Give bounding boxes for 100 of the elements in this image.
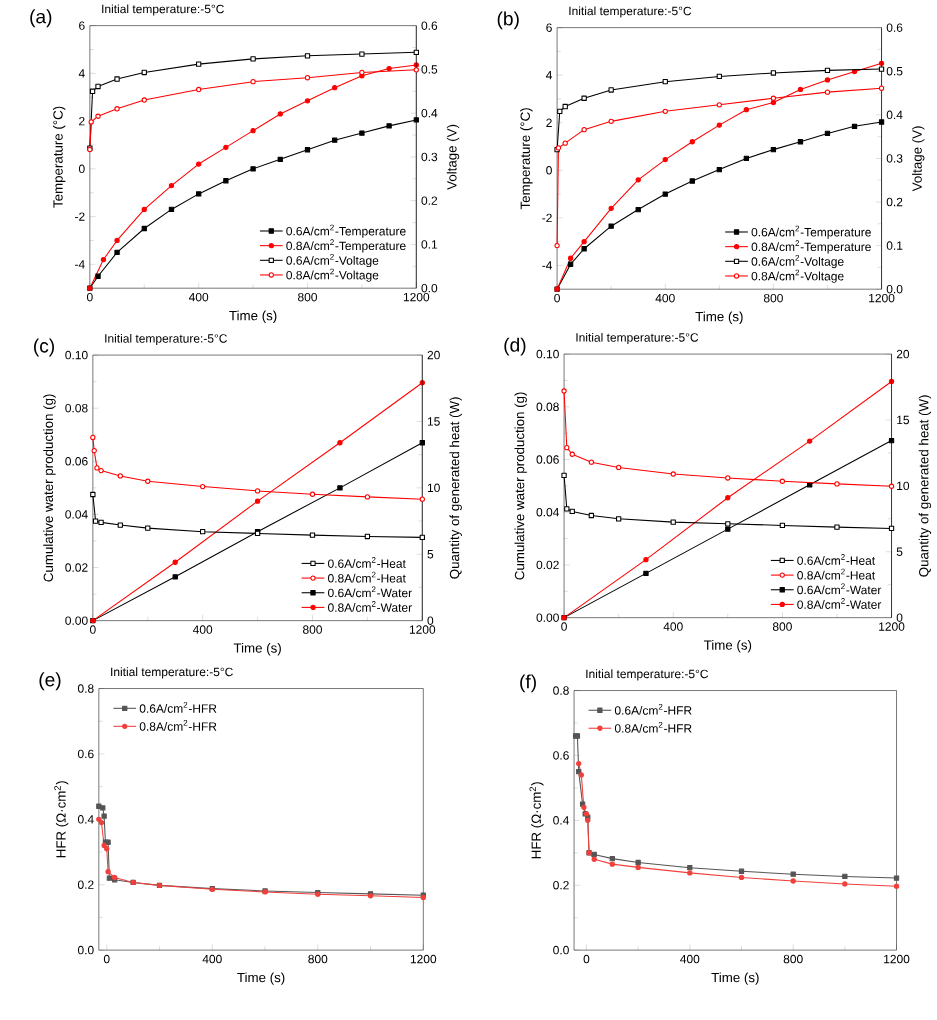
x-axis-title: Time (s) xyxy=(233,642,281,656)
x-tick-label: 400 xyxy=(192,625,212,634)
y-tick-label: 0.4 xyxy=(77,815,94,824)
x-tick-label: 800 xyxy=(297,292,317,302)
x-tick-label: 0 xyxy=(103,954,110,964)
y-tick-label: 0.02 xyxy=(536,560,559,570)
y-tick-label: 0.08 xyxy=(65,403,88,413)
text: (e) xyxy=(39,672,61,691)
chart-title: Initial temperature:-5°C xyxy=(101,4,224,16)
legend-label: 0.6A/cm$^{2}$-Voltage xyxy=(751,254,844,269)
y2-tick-label: 0.2 xyxy=(421,196,437,205)
y-tick-label: 0 xyxy=(78,164,85,174)
x-axis-title: Time (s) xyxy=(711,972,759,985)
x-tick-label: 400 xyxy=(202,954,222,964)
y-tick-label: 0.2 xyxy=(77,880,94,889)
y2-tick-label: 5 xyxy=(896,547,903,556)
y-tick-label: 0.10 xyxy=(65,350,88,360)
x-tick-label: 400 xyxy=(679,954,700,964)
y-tick-label: 0.6 xyxy=(552,751,569,760)
y2-axis-title: Quantity of generated heat (W) xyxy=(449,397,462,579)
legend-label: 0.8A/cm$^{2}$-Heat xyxy=(797,568,875,580)
y2-tick-label: 0.6 xyxy=(886,23,903,32)
y-tick-label: 6 xyxy=(546,23,552,32)
y-tick-label: 4 xyxy=(78,69,85,78)
legend-label: 0.6A/cm$^{2}$-Water xyxy=(327,586,412,598)
x-tick-label: 1200 xyxy=(410,954,436,964)
x-tick-label: 1200 xyxy=(878,622,905,631)
chart-title: Initial temperature:-5°C xyxy=(569,6,691,18)
legend-label: 0.8A/cm$^{2}$-Water xyxy=(327,601,412,612)
y-tick-label: 0.08 xyxy=(536,402,559,412)
y2-tick-label: 0.4 xyxy=(886,110,903,120)
x-tick-label: 800 xyxy=(763,293,783,303)
legend-label: 0.6A/cm$^{2}$-Heat xyxy=(327,557,406,568)
y2-tick-label: 0.1 xyxy=(886,241,903,250)
y2-tick-label: 0.5 xyxy=(886,66,903,76)
x-tick-label: 400 xyxy=(663,622,683,631)
y-tick-label: -4 xyxy=(74,260,85,269)
y2-axis-title: Voltage (V) xyxy=(911,126,925,192)
y2-tick-label: 0.1 xyxy=(421,240,437,249)
x-tick-label: 800 xyxy=(302,625,322,634)
text: (b) xyxy=(497,11,519,30)
y2-tick-label: 0.4 xyxy=(421,108,438,118)
x-tick-label: 1200 xyxy=(883,954,910,964)
y-tick-label: 0.8 xyxy=(552,686,569,695)
chart-title: Initial temperature:-5°C xyxy=(586,669,708,681)
y-tick-label: 0.0 xyxy=(77,945,94,955)
y-tick-label: 0.8 xyxy=(77,684,94,693)
y2-tick-label: 10 xyxy=(427,483,440,493)
y-tick-label: 0.06 xyxy=(536,455,559,464)
y2-tick-label: 0.3 xyxy=(421,152,437,162)
legend-label: 0.8A/cm$^{2}$-HFR xyxy=(139,719,217,731)
chart-title: Initial temperature:-5°C xyxy=(110,667,233,679)
y-tick-label: 0 xyxy=(545,166,552,175)
y-axis-title: Temperature (°C) xyxy=(52,106,66,208)
y2-tick-label: 0.6 xyxy=(421,21,437,30)
y2-tick-label: 20 xyxy=(896,349,909,359)
y2-tick-label: 15 xyxy=(896,415,909,425)
legend-label: 0.8A/cm$^{2}$-Temperature xyxy=(286,239,406,253)
legend-label: 0.6A/cm$^{2}$-Heat xyxy=(797,554,875,565)
text: (f) xyxy=(519,674,536,693)
legend-label: 0.6A/cm$^{2}$-Water xyxy=(797,583,881,595)
y2-axis-title: Quantity of generated heat (W) xyxy=(918,395,931,577)
y-tick-label: 0.02 xyxy=(65,563,88,572)
y-axis-title: Temperature (°C) xyxy=(519,108,533,210)
y-tick-label: 0.4 xyxy=(552,816,569,825)
y-tick-label: 6 xyxy=(78,21,85,30)
y2-tick-label: 0.0 xyxy=(421,283,437,293)
x-tick-label: 1200 xyxy=(403,292,429,302)
legend-label: 0.6A/cm$^{2}$-HFR xyxy=(614,703,692,715)
text: (c) xyxy=(33,338,54,357)
y2-tick-label: 0.2 xyxy=(886,197,903,207)
x-tick-label: 400 xyxy=(655,293,675,303)
y2-tick-label: 15 xyxy=(427,417,440,426)
y-tick-label: 0.00 xyxy=(536,613,559,622)
legend-label: 0.8A/cm$^{2}$-Water xyxy=(797,598,881,609)
y-tick-label: -2 xyxy=(542,213,552,223)
y2-tick-label: 0 xyxy=(427,616,433,625)
y-tick-label: 0.0 xyxy=(552,945,569,955)
x-axis-title: Time (s) xyxy=(703,639,751,653)
y-axis-title: HFR (Ω·cm$^{2}$) xyxy=(54,781,69,858)
y-tick-label: 0.10 xyxy=(536,349,559,359)
y2-axis-title: Voltage (V) xyxy=(446,124,459,190)
y-axis-title: HFR (Ω·cm$^{2}$) xyxy=(529,782,544,859)
text: (d) xyxy=(504,337,526,356)
legend-label: 0.6A/cm$^{2}$-Voltage xyxy=(286,253,379,268)
x-tick-label: 1200 xyxy=(868,293,895,303)
legend-label: 0.8A/cm$^{2}$-Voltage xyxy=(286,268,379,282)
y-tick-label: 2 xyxy=(78,116,85,126)
text: (a) xyxy=(30,9,52,28)
y-tick-label: 0.04 xyxy=(65,510,88,519)
y2-tick-label: 10 xyxy=(896,481,909,491)
y-tick-label: 0.00 xyxy=(65,616,88,625)
x-tick-label: 800 xyxy=(783,954,803,964)
legend-label: 0.6A/cm$^{2}$-Temperature xyxy=(751,225,871,239)
y2-tick-label: 20 xyxy=(427,350,440,360)
x-tick-label: 800 xyxy=(308,954,328,964)
legend-label: 0.8A/cm$^{2}$-Heat xyxy=(327,571,406,583)
y-tick-label: 0.06 xyxy=(65,457,88,466)
legend-label: 0.8A/cm$^{2}$-Temperature xyxy=(751,240,871,254)
x-tick-label: 400 xyxy=(188,292,208,302)
